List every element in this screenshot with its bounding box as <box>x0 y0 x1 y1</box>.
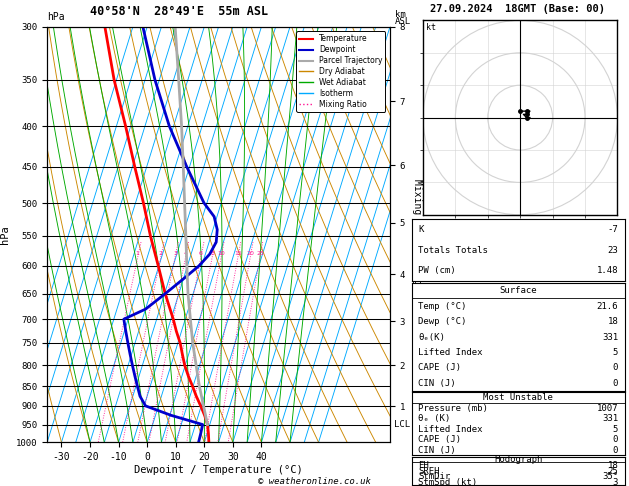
Text: 25: 25 <box>256 251 264 256</box>
Text: 21.6: 21.6 <box>597 302 618 311</box>
Text: 2: 2 <box>159 251 163 256</box>
Text: 3: 3 <box>613 478 618 486</box>
Text: 1.48: 1.48 <box>597 266 618 276</box>
Text: K: K <box>418 225 424 234</box>
Text: 15: 15 <box>234 251 242 256</box>
Text: StmSpd (kt): StmSpd (kt) <box>418 478 477 486</box>
Text: 10: 10 <box>217 251 225 256</box>
Text: CAPE (J): CAPE (J) <box>418 364 462 372</box>
Text: Hodograph: Hodograph <box>494 455 542 464</box>
Text: © weatheronline.co.uk: © weatheronline.co.uk <box>258 476 371 486</box>
Legend: Temperature, Dewpoint, Parcel Trajectory, Dry Adiabat, Wet Adiabat, Isotherm, Mi: Temperature, Dewpoint, Parcel Trajectory… <box>296 32 386 112</box>
Text: Dewp (°C): Dewp (°C) <box>418 317 467 326</box>
Text: EH: EH <box>418 461 429 470</box>
Text: 0: 0 <box>613 435 618 444</box>
Text: SREH: SREH <box>418 467 440 475</box>
Text: 6: 6 <box>199 251 203 256</box>
Text: 0: 0 <box>613 364 618 372</box>
Text: -7: -7 <box>608 225 618 234</box>
Text: Totals Totals: Totals Totals <box>418 246 488 255</box>
Text: 8: 8 <box>210 251 214 256</box>
Text: LCL: LCL <box>394 420 411 429</box>
Text: 3: 3 <box>173 251 177 256</box>
Text: hPa: hPa <box>47 12 65 22</box>
Text: Temp (°C): Temp (°C) <box>418 302 467 311</box>
Text: 18: 18 <box>608 461 618 470</box>
Text: 1: 1 <box>136 251 140 256</box>
X-axis label: Dewpoint / Temperature (°C): Dewpoint / Temperature (°C) <box>134 465 303 475</box>
Text: θₑ (K): θₑ (K) <box>418 414 450 423</box>
Text: km: km <box>395 10 406 19</box>
Text: 5: 5 <box>613 425 618 434</box>
Text: StmDir: StmDir <box>418 472 450 481</box>
Text: kt: kt <box>426 23 437 32</box>
Text: Most Unstable: Most Unstable <box>483 393 554 402</box>
Text: CAPE (J): CAPE (J) <box>418 435 462 444</box>
Text: 0: 0 <box>613 446 618 455</box>
Y-axis label: Mixing Ratio (g/kg): Mixing Ratio (g/kg) <box>412 179 421 290</box>
Text: θₑ(K): θₑ(K) <box>418 332 445 342</box>
Y-axis label: hPa: hPa <box>1 225 11 244</box>
Text: Lifted Index: Lifted Index <box>418 348 483 357</box>
Text: 25: 25 <box>608 467 618 475</box>
Text: Pressure (mb): Pressure (mb) <box>418 404 488 413</box>
Text: 331: 331 <box>602 332 618 342</box>
Text: CIN (J): CIN (J) <box>418 379 456 388</box>
Text: 0: 0 <box>613 379 618 388</box>
Text: 27.09.2024  18GMT (Base: 00): 27.09.2024 18GMT (Base: 00) <box>430 3 604 14</box>
Text: 23: 23 <box>608 246 618 255</box>
Text: 20: 20 <box>247 251 254 256</box>
Text: 5: 5 <box>613 348 618 357</box>
Text: PW (cm): PW (cm) <box>418 266 456 276</box>
Text: 40°58'N  28°49'E  55m ASL: 40°58'N 28°49'E 55m ASL <box>90 5 269 18</box>
Text: 1007: 1007 <box>597 404 618 413</box>
Text: 18: 18 <box>608 317 618 326</box>
Text: CIN (J): CIN (J) <box>418 446 456 455</box>
Text: Surface: Surface <box>499 286 537 295</box>
Text: 331: 331 <box>602 414 618 423</box>
Text: ASL: ASL <box>395 17 411 26</box>
Text: 35°: 35° <box>602 472 618 481</box>
Text: 4: 4 <box>184 251 187 256</box>
Text: Lifted Index: Lifted Index <box>418 425 483 434</box>
